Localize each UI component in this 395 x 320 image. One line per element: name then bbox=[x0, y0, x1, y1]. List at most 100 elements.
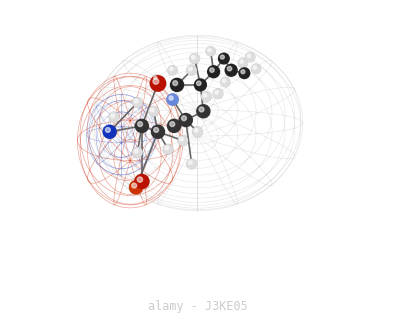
Circle shape bbox=[152, 125, 164, 138]
Circle shape bbox=[152, 75, 161, 83]
Circle shape bbox=[197, 105, 210, 118]
Circle shape bbox=[173, 81, 178, 85]
Circle shape bbox=[133, 148, 142, 157]
Circle shape bbox=[134, 174, 149, 189]
Circle shape bbox=[246, 53, 255, 61]
Circle shape bbox=[150, 76, 166, 92]
Circle shape bbox=[135, 174, 149, 188]
Circle shape bbox=[134, 100, 138, 103]
Circle shape bbox=[135, 119, 149, 133]
Circle shape bbox=[133, 98, 142, 107]
Circle shape bbox=[153, 78, 159, 84]
Circle shape bbox=[170, 122, 175, 126]
Circle shape bbox=[215, 91, 218, 94]
Circle shape bbox=[188, 161, 192, 164]
Circle shape bbox=[149, 106, 158, 116]
Circle shape bbox=[129, 180, 143, 194]
Circle shape bbox=[201, 92, 211, 101]
Circle shape bbox=[199, 107, 204, 112]
Circle shape bbox=[208, 48, 211, 52]
Circle shape bbox=[190, 54, 199, 63]
Circle shape bbox=[151, 125, 165, 139]
Circle shape bbox=[203, 93, 207, 97]
Circle shape bbox=[133, 147, 142, 157]
Circle shape bbox=[187, 65, 197, 75]
Circle shape bbox=[238, 58, 248, 68]
Circle shape bbox=[168, 66, 177, 75]
Circle shape bbox=[206, 47, 215, 56]
Circle shape bbox=[239, 59, 247, 67]
Circle shape bbox=[169, 96, 173, 100]
Circle shape bbox=[222, 79, 226, 83]
Circle shape bbox=[111, 114, 115, 117]
Circle shape bbox=[193, 127, 202, 137]
Circle shape bbox=[168, 66, 177, 75]
Circle shape bbox=[103, 125, 116, 138]
Circle shape bbox=[201, 92, 211, 101]
Circle shape bbox=[190, 54, 199, 63]
Circle shape bbox=[154, 76, 157, 79]
Circle shape bbox=[167, 94, 179, 105]
Circle shape bbox=[210, 68, 214, 72]
Circle shape bbox=[164, 145, 173, 154]
Circle shape bbox=[137, 122, 143, 126]
Circle shape bbox=[179, 114, 192, 126]
Circle shape bbox=[182, 116, 186, 121]
Circle shape bbox=[137, 177, 143, 182]
Circle shape bbox=[105, 127, 110, 132]
Circle shape bbox=[132, 183, 137, 188]
Circle shape bbox=[187, 66, 196, 75]
Circle shape bbox=[109, 112, 119, 122]
Circle shape bbox=[241, 70, 245, 74]
Circle shape bbox=[133, 98, 142, 108]
Circle shape bbox=[225, 64, 237, 76]
Circle shape bbox=[193, 127, 202, 136]
Circle shape bbox=[171, 78, 183, 91]
Circle shape bbox=[221, 77, 230, 87]
Circle shape bbox=[194, 129, 198, 132]
Circle shape bbox=[220, 55, 224, 59]
Circle shape bbox=[252, 64, 260, 73]
Circle shape bbox=[163, 144, 173, 154]
Circle shape bbox=[167, 119, 181, 132]
Circle shape bbox=[179, 113, 192, 127]
Circle shape bbox=[149, 107, 158, 116]
Circle shape bbox=[227, 67, 232, 71]
Circle shape bbox=[194, 79, 207, 91]
Text: alamy - J3KE05: alamy - J3KE05 bbox=[148, 300, 247, 313]
Circle shape bbox=[247, 54, 251, 58]
Circle shape bbox=[134, 149, 138, 153]
Circle shape bbox=[187, 159, 196, 169]
Circle shape bbox=[167, 119, 181, 133]
Circle shape bbox=[167, 94, 178, 105]
Circle shape bbox=[187, 159, 197, 169]
Circle shape bbox=[170, 78, 184, 92]
Circle shape bbox=[218, 53, 229, 64]
Circle shape bbox=[130, 181, 143, 194]
Circle shape bbox=[213, 89, 223, 98]
Circle shape bbox=[180, 138, 183, 141]
Circle shape bbox=[195, 79, 206, 91]
Circle shape bbox=[103, 125, 117, 139]
Circle shape bbox=[213, 89, 223, 99]
Circle shape bbox=[206, 47, 215, 56]
Circle shape bbox=[239, 68, 250, 79]
Circle shape bbox=[152, 75, 161, 84]
Circle shape bbox=[253, 66, 256, 69]
Circle shape bbox=[207, 66, 220, 78]
Circle shape bbox=[225, 64, 237, 76]
Circle shape bbox=[197, 105, 210, 118]
Circle shape bbox=[208, 66, 220, 77]
Circle shape bbox=[192, 55, 195, 59]
Circle shape bbox=[221, 77, 230, 86]
Circle shape bbox=[178, 136, 188, 146]
Circle shape bbox=[218, 53, 229, 64]
Circle shape bbox=[178, 136, 188, 145]
Circle shape bbox=[240, 60, 243, 63]
Circle shape bbox=[150, 76, 166, 91]
Circle shape bbox=[239, 68, 250, 78]
Circle shape bbox=[135, 119, 148, 132]
Circle shape bbox=[197, 81, 201, 85]
Circle shape bbox=[150, 108, 154, 112]
Circle shape bbox=[170, 68, 173, 71]
